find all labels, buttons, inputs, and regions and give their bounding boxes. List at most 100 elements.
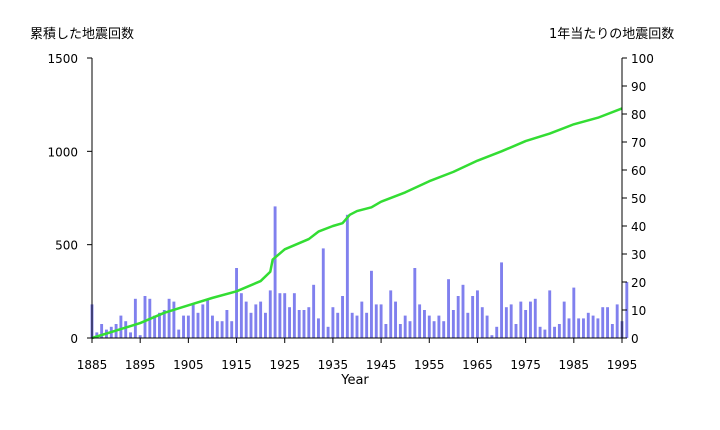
annual-bar [471,296,475,338]
axes [91,58,623,339]
x-tick-label: 1895 [125,358,156,372]
annual-bar [495,326,499,338]
annual-bar [297,310,301,338]
annual-bar [514,324,518,338]
annual-bar [273,206,277,338]
cumulative-line-group [91,107,623,340]
annual-bar [288,307,291,338]
y-right-axis-label: 1年当たりの地震回数 [549,27,674,42]
annual-bar [485,315,489,338]
y-right-tick-label: 80 [631,108,646,122]
annual-bar [124,321,128,338]
y-right-tick-label: 70 [631,136,646,150]
annual-bar [331,307,335,338]
annual-bar [543,329,547,338]
annual-bar [264,312,267,338]
annual-bar [336,312,340,338]
annual-bar [220,321,224,338]
annual-bar [177,329,181,338]
annual-bar [201,304,205,338]
annual-bar [610,324,614,338]
annual-bar [350,312,354,338]
annual-bar [307,307,311,338]
annual-bar [374,304,378,338]
annual-bar [408,321,412,338]
annual-bar [312,284,316,338]
annual-bar [413,268,417,338]
annual-bar [418,304,422,338]
y-right-tick-label: 20 [631,276,646,290]
x-tick-label: 1905 [173,358,204,372]
annual-bar [432,321,436,338]
annual-bar [196,312,200,338]
annual-bar [133,298,137,338]
annual-count-bars [90,206,629,338]
annual-bar [490,335,494,338]
x-tick-label: 1985 [559,358,590,372]
annual-bar [451,310,455,338]
annual-bar [360,301,364,338]
annual-bar [394,301,397,338]
annual-bar [384,324,388,338]
annual-bar [557,324,561,338]
annual-bar [533,298,537,338]
annual-bar [548,290,552,338]
annual-bar [283,293,287,338]
annual-bar [162,310,166,338]
annual-bar [143,296,147,338]
annual-bar [538,326,542,338]
y-right-tick-label: 90 [631,80,646,94]
x-axis-label: Year [340,373,369,388]
annual-bar [504,307,508,338]
annual-bar [341,296,344,338]
annual-bar [268,290,272,338]
annual-bar [254,304,258,338]
y-right-tick-label: 100 [631,52,654,66]
annual-bar [100,324,104,338]
annual-bar [191,304,195,338]
annual-bar [480,307,484,338]
annual-bar [249,312,253,338]
annual-bar [278,293,282,338]
annual-bar [461,284,465,338]
annual-bar [365,312,369,338]
annual-bar [206,298,210,338]
annual-bar [562,301,566,338]
annual-bar [211,315,214,338]
annual-bar [567,318,571,338]
y-right-tick-label: 60 [631,164,646,178]
annual-bar [129,332,132,338]
annual-bar [596,318,600,338]
y-left-tick-label: 0 [70,332,78,346]
annual-bar [370,270,373,338]
annual-bar [345,214,349,338]
x-tick-label: 1955 [414,358,445,372]
y-left-axis-label: 累積した地震回数 [30,27,134,42]
annual-bar [138,335,142,338]
x-tick-label: 1945 [366,358,397,372]
annual-bar [186,315,190,338]
y-right-tick-label: 10 [631,304,646,318]
annual-bar [524,310,528,338]
x-tick-label: 1925 [269,358,300,372]
annual-bar [437,315,441,338]
annual-bar [423,310,426,338]
y-right-tick-label: 40 [631,220,646,234]
annual-bar [172,301,176,338]
annual-bar [389,290,393,338]
annual-bar [153,315,157,338]
annual-bar [235,268,238,338]
annual-bar [321,248,325,338]
y-left-tick-label: 1000 [47,145,78,159]
annual-bar [230,321,234,338]
annual-bar [519,301,523,338]
annual-bar [398,324,402,338]
y-right-tick-label: 50 [631,192,646,206]
annual-bar [447,279,450,338]
annual-bar [615,304,619,338]
annual-bar [403,315,407,338]
x-tick-label: 1965 [462,358,493,372]
annual-bar [529,301,532,338]
annual-bar [158,312,161,338]
